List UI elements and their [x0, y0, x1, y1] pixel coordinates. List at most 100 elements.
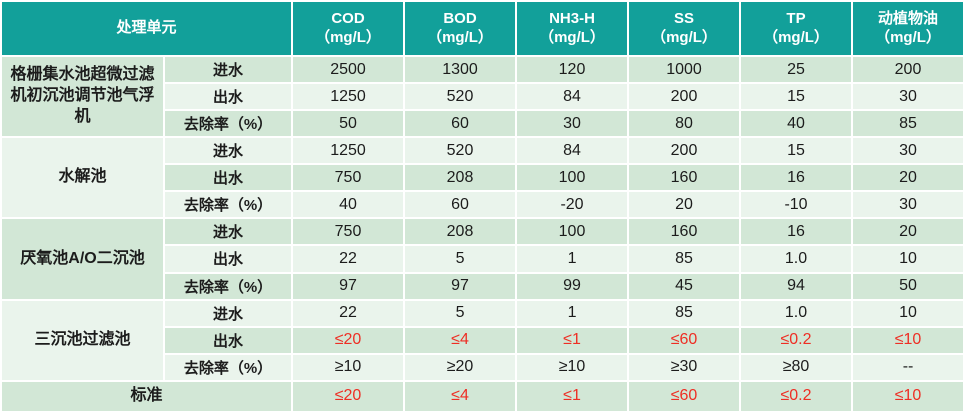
col-unit: （mg/L） [875, 28, 941, 46]
value-cell: 1 [515, 298, 630, 328]
value-cell: 1250 [291, 136, 406, 166]
row-label-cell: 去除率（%） [162, 271, 294, 301]
group-label-cell: 水解池 [0, 136, 165, 220]
value-cell: 85 [851, 109, 963, 139]
row-label-cell: 出水 [162, 244, 294, 274]
table-row: 出水 750 208 100 160 16 20 [1, 163, 963, 193]
value-cell: ≤20 [291, 379, 406, 413]
header-col-ss: SS （mg/L） [627, 0, 742, 57]
value-cell: 208 [403, 217, 518, 247]
table-row: 三沉池过滤池 进水 22 5 1 85 1.0 10 [0, 298, 963, 382]
value-cell: 97 [291, 271, 406, 301]
value-cell: 1250 [291, 82, 406, 112]
value-cell: 15 [739, 82, 854, 112]
value-cell: 208 [403, 163, 518, 193]
table-row: 厌氧池A/O二沉池 进水 750 208 100 160 16 20 [0, 217, 963, 301]
row-label-cell: 进水 [162, 136, 294, 166]
header-col-cod: COD （mg/L） [291, 0, 406, 57]
row-label-cell: 出水 [162, 82, 294, 112]
row-label-cell: 进水 [162, 298, 294, 328]
value-cell: 16 [739, 217, 854, 247]
group-label-cell: 格栅集水池超微过滤机初沉池调节池气浮机 [0, 54, 165, 139]
header-col-bod: BOD （mg/L） [403, 0, 518, 57]
value-cell: 10 [851, 244, 963, 274]
row-label-cell: 出水 [162, 325, 294, 355]
value-cell: 100 [515, 163, 630, 193]
table-row: 格栅集水池超微过滤机初沉池调节池气浮机 进水 2500 1300 120 100… [0, 54, 963, 139]
value-cell: 160 [627, 217, 742, 247]
col-unit: （mg/L） [427, 28, 493, 46]
value-cell: 45 [627, 271, 742, 301]
value-cell: 94 [739, 271, 854, 301]
value-cell: ≥10 [515, 352, 630, 382]
value-cell: ≥20 [403, 352, 518, 382]
value-cell: ≥80 [739, 352, 854, 382]
value-cell: 40 [291, 190, 406, 220]
value-cell: 750 [291, 217, 406, 247]
value-cell: ≤60 [627, 325, 742, 355]
col-unit: （mg/L） [763, 28, 829, 46]
value-cell: 20 [851, 163, 963, 193]
table-row: 去除率（%） 97 97 99 45 94 50 [1, 271, 963, 301]
col-unit: （mg/L） [651, 28, 717, 46]
value-cell: 30 [851, 82, 963, 112]
value-cell: 100 [515, 217, 630, 247]
header-col-tp: TP （mg/L） [739, 0, 854, 57]
header-unit-cell: 处理单元 [0, 0, 294, 57]
value-cell: 50 [851, 271, 963, 301]
value-cell: 120 [515, 54, 630, 85]
row-label-cell: 去除率（%） [162, 190, 294, 220]
value-cell: 60 [403, 109, 518, 139]
value-cell: -10 [739, 190, 854, 220]
value-cell: 30 [851, 136, 963, 166]
value-cell: 520 [403, 136, 518, 166]
value-cell: ≥10 [291, 352, 406, 382]
row-label-cell: 进水 [162, 54, 294, 85]
value-cell: 22 [291, 298, 406, 328]
value-cell: 15 [739, 136, 854, 166]
value-cell: ≤10 [851, 325, 963, 355]
col-unit: （mg/L） [539, 28, 605, 46]
standard-row: 标准 ≤20 ≤4 ≤1 ≤60 ≤0.2 ≤10 [0, 379, 963, 413]
table-row: 出水 ≤20 ≤4 ≤1 ≤60 ≤0.2 ≤10 [1, 325, 963, 355]
value-cell: 5 [403, 298, 518, 328]
col-name: NH3-H [549, 9, 595, 27]
value-cell: 22 [291, 244, 406, 274]
table-row: 去除率（%） 50 60 30 80 40 85 [1, 109, 963, 139]
value-cell: 99 [515, 271, 630, 301]
value-cell: -20 [515, 190, 630, 220]
value-cell: 200 [627, 136, 742, 166]
row-label-cell: 出水 [162, 163, 294, 193]
value-cell: ≤0.2 [739, 379, 854, 413]
value-cell: ≤4 [403, 379, 518, 413]
value-cell: ≤60 [627, 379, 742, 413]
value-cell: 60 [403, 190, 518, 220]
table-row: 去除率（%） 40 60 -20 20 -10 30 [1, 190, 963, 220]
value-cell: 160 [627, 163, 742, 193]
standard-label-cell: 标准 [0, 379, 294, 413]
col-unit: （mg/L） [315, 28, 381, 46]
header-col-oil: 动植物油 （mg/L） [851, 0, 963, 57]
col-name: SS [674, 9, 695, 27]
value-cell: 1300 [403, 54, 518, 85]
table-row: 水解池 进水 1250 520 84 200 15 30 [0, 136, 963, 220]
table-row: 出水 22 5 1 85 1.0 10 [1, 244, 963, 274]
value-cell: ≥30 [627, 352, 742, 382]
value-cell: 84 [515, 136, 630, 166]
value-cell: 25 [739, 54, 854, 85]
value-cell: 200 [851, 54, 963, 85]
header-col-nh3h: NH3-H （mg/L） [515, 0, 630, 57]
value-cell: ≤1 [515, 325, 630, 355]
value-cell: 1.0 [739, 298, 854, 328]
value-cell: 200 [627, 82, 742, 112]
value-cell: 84 [515, 82, 630, 112]
value-cell: ≤1 [515, 379, 630, 413]
row-label-cell: 去除率（%） [162, 352, 294, 382]
group-label-cell: 三沉池过滤池 [0, 298, 165, 382]
value-cell: 85 [627, 244, 742, 274]
header-row: 处理单元 COD （mg/L） BOD （mg/L） NH3-H （mg/L） … [0, 0, 963, 57]
col-name: BOD [443, 9, 477, 27]
value-cell: ≤4 [403, 325, 518, 355]
value-cell: 40 [739, 109, 854, 139]
